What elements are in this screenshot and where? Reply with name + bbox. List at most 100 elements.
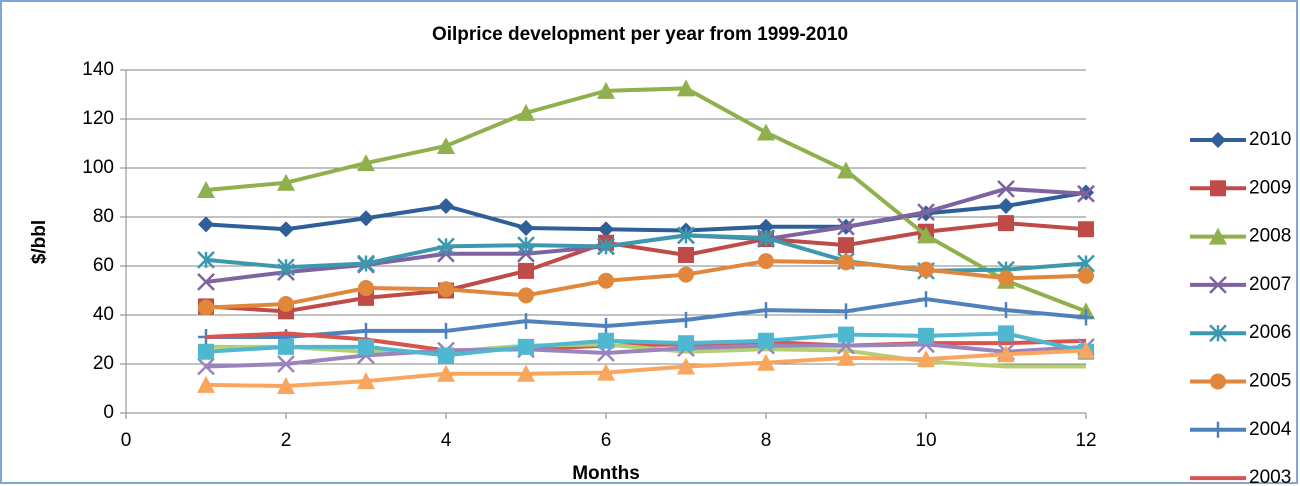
y-tick-label: 120	[82, 108, 114, 129]
chart-title: Oilprice development per year from 1999-…	[432, 24, 848, 45]
y-tick-label: 40	[93, 304, 114, 325]
marker	[437, 136, 455, 154]
marker	[597, 81, 615, 99]
marker	[197, 250, 215, 269]
marker	[1209, 227, 1227, 245]
marker	[198, 343, 214, 360]
marker	[437, 364, 455, 382]
marker	[357, 372, 375, 390]
marker	[517, 103, 535, 121]
y-tick-label: 140	[82, 59, 114, 80]
marker	[278, 338, 294, 355]
marker	[837, 348, 855, 366]
marker	[998, 270, 1014, 287]
x-tick-label: 0	[121, 430, 132, 451]
marker	[998, 215, 1014, 232]
marker	[278, 295, 294, 312]
marker	[918, 327, 934, 344]
marker	[597, 363, 615, 381]
marker	[1077, 184, 1095, 203]
marker	[517, 236, 535, 255]
series-line	[205, 190, 1087, 233]
marker	[278, 221, 294, 238]
series-line	[205, 259, 1087, 310]
series-line	[206, 342, 1086, 369]
series-line	[205, 221, 1087, 314]
legend-label: 2003	[1249, 467, 1291, 486]
marker	[678, 311, 694, 328]
y-tick-label: 20	[93, 353, 114, 374]
marker	[1210, 373, 1226, 390]
series-line	[205, 86, 1087, 314]
marker	[277, 377, 295, 395]
marker	[678, 266, 694, 283]
x-tick-label: 10	[915, 430, 936, 451]
marker	[598, 332, 614, 349]
marker	[358, 338, 374, 355]
marker	[358, 280, 374, 297]
marker	[277, 173, 295, 191]
marker	[838, 237, 854, 254]
marker	[1078, 221, 1094, 238]
marker	[998, 325, 1014, 342]
marker	[357, 254, 375, 273]
marker	[277, 355, 295, 373]
marker	[198, 216, 214, 233]
legend-label: 2007	[1249, 274, 1291, 295]
marker	[678, 335, 694, 352]
series-line	[205, 348, 1087, 389]
marker	[997, 179, 1015, 198]
marker	[677, 79, 695, 97]
legend-label: 2006	[1249, 322, 1291, 343]
marker	[1209, 324, 1227, 343]
marker	[518, 220, 534, 237]
marker	[438, 281, 454, 298]
legend-label: 2004	[1249, 419, 1292, 440]
legend-label: 2009	[1249, 177, 1291, 198]
marker	[598, 221, 614, 238]
marker	[1209, 276, 1227, 294]
marker	[1210, 132, 1226, 148]
marker	[437, 237, 455, 256]
x-tick-label: 8	[761, 430, 772, 451]
marker	[678, 246, 694, 263]
x-axis-label: Months	[572, 463, 640, 484]
y-tick-label: 80	[93, 206, 114, 227]
marker	[277, 258, 295, 277]
y-tick-label: 60	[93, 255, 114, 276]
y-axis-label: $/bbl	[29, 220, 50, 264]
marker	[597, 237, 615, 256]
y-tick-label: 100	[82, 157, 114, 178]
marker	[438, 197, 454, 214]
marker	[918, 261, 934, 278]
marker	[757, 123, 775, 141]
marker	[998, 197, 1014, 214]
marker	[758, 302, 774, 319]
series-line	[205, 331, 1087, 353]
marker	[677, 357, 695, 375]
marker	[758, 253, 774, 270]
marker	[598, 272, 614, 289]
x-tick-label: 6	[601, 430, 612, 451]
marker	[197, 181, 215, 199]
legend-label: 2008	[1249, 226, 1291, 247]
marker	[758, 218, 774, 235]
marker	[1210, 180, 1226, 197]
marker	[998, 302, 1014, 319]
marker	[438, 347, 454, 364]
marker	[917, 203, 935, 221]
marker	[1210, 421, 1226, 438]
marker	[438, 322, 454, 339]
marker	[518, 262, 534, 279]
marker	[517, 364, 535, 382]
x-tick-label: 2	[281, 430, 292, 451]
marker	[837, 217, 855, 236]
y-tick-label: 0	[103, 402, 114, 423]
marker	[358, 210, 374, 227]
marker	[197, 375, 215, 393]
marker	[917, 226, 935, 244]
x-tick-label: 4	[441, 430, 452, 451]
marker	[837, 161, 855, 179]
marker	[198, 299, 214, 316]
